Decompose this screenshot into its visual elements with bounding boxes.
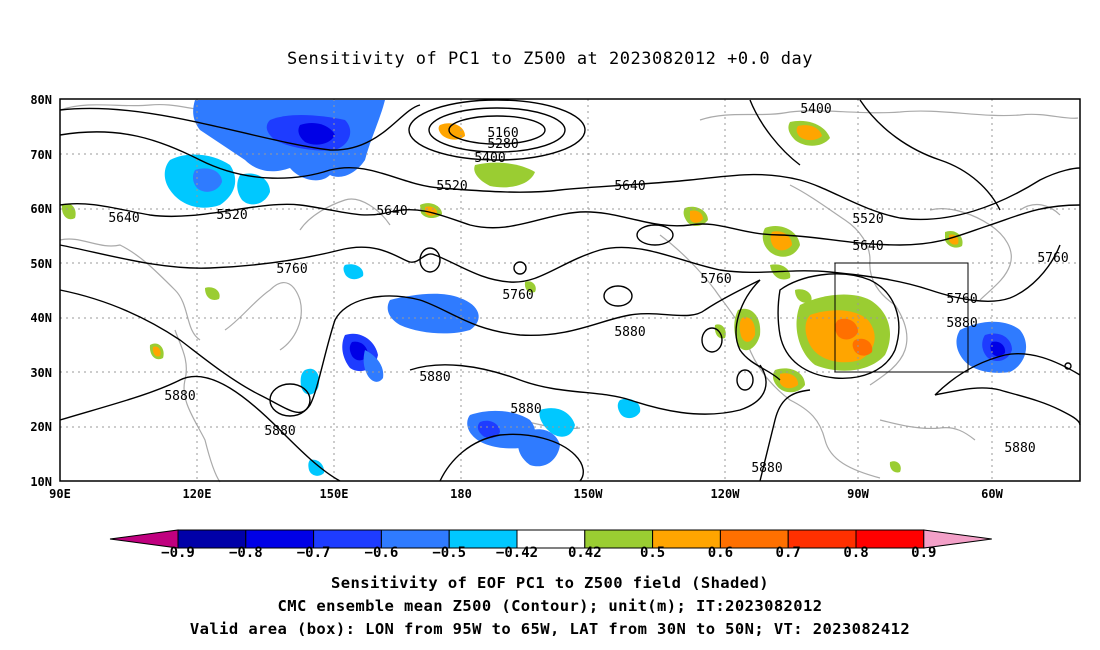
contour-label: 5880 — [510, 402, 541, 417]
shade-blob-negative — [617, 398, 641, 419]
shade-blob-positive — [835, 318, 858, 340]
contour-label: 5880 — [419, 370, 450, 385]
contour-label: 5280 — [487, 137, 518, 152]
colorbar-tick-label: −0.6 — [365, 545, 399, 561]
contour-label: 5400 — [474, 151, 505, 166]
lat-axis: 80N 70N 60N 50N 40N 30N 20N 10N — [30, 93, 52, 489]
colorbar-arrow-high — [923, 529, 992, 549]
shade-blob-positive — [780, 373, 799, 389]
shade-blob-negative — [990, 341, 1006, 357]
contour-label: 5880 — [1004, 441, 1035, 456]
shade-blob-positive — [739, 317, 756, 342]
lon-label: 90E — [49, 487, 71, 501]
lat-label: 10N — [30, 475, 52, 489]
contour-label: 5760 — [1037, 251, 1068, 266]
map-frame — [59, 98, 1081, 482]
lon-label: 150E — [320, 487, 349, 501]
shade-blob-positive — [152, 346, 161, 357]
contour-label: 5640 — [376, 204, 407, 219]
caption-line-2: CMC ensemble mean Z500 (Contour); unit(m… — [277, 597, 823, 615]
colorbar-tick-label: 0.6 — [708, 545, 733, 561]
contour-label: 5880 — [264, 424, 295, 439]
shade-blob-positive — [474, 162, 535, 188]
coastlines — [59, 103, 1079, 483]
colorbar — [109, 529, 992, 549]
contour-label: 5880 — [614, 325, 645, 340]
lon-label: 120W — [711, 487, 741, 501]
lat-label: 20N — [30, 420, 52, 434]
contour-label: 5760 — [946, 292, 977, 307]
shade-blob-positive — [524, 281, 536, 293]
lon-label: 150W — [574, 487, 604, 501]
gridlines — [60, 99, 1080, 481]
lat-label: 40N — [30, 311, 52, 325]
lat-label: 50N — [30, 257, 52, 271]
z500-contours — [59, 99, 1081, 482]
shade-blob-negative — [387, 293, 479, 334]
shade-blob-negative — [343, 264, 364, 280]
contour-label: 5640 — [852, 239, 883, 254]
lon-label: 60W — [981, 487, 1003, 501]
shade-blob-negative — [298, 123, 335, 145]
contour-label: 5880 — [946, 316, 977, 331]
colorbar-tick-label: −0.7 — [297, 545, 331, 561]
contour-label: 5520 — [216, 208, 247, 223]
colorbar-tick-label: 0.8 — [843, 545, 868, 561]
contour-label: 5760 — [502, 288, 533, 303]
shade-blob-positive — [61, 203, 76, 220]
shade-blob-negative — [192, 168, 222, 192]
colorbar-tick-label: 0.5 — [640, 545, 665, 561]
shade-blob-negative — [349, 341, 368, 361]
contour-label: 5640 — [614, 179, 645, 194]
colorbar-tick-label: −0.42 — [496, 545, 538, 561]
shade-blob-negative — [308, 459, 325, 476]
contour-label: 5160 — [487, 126, 518, 141]
colorbar-tick-label: −0.8 — [229, 545, 263, 561]
shade-blob-negative — [237, 173, 270, 205]
contour-label: 5520 — [436, 179, 467, 194]
lon-label: 180 — [450, 487, 472, 501]
shade-blob-negative — [477, 420, 500, 439]
contour-label: 5400 — [800, 102, 831, 117]
colorbar-tick-label: 0.42 — [568, 545, 602, 561]
contour-label: 5760 — [276, 262, 307, 277]
sensitivity-shading — [61, 100, 1027, 476]
colorbar-tick-label: −0.5 — [432, 545, 466, 561]
shade-blob-negative — [539, 408, 575, 437]
lat-label: 30N — [30, 366, 52, 380]
shade-blob-positive — [796, 125, 822, 141]
contour-label: 5640 — [108, 211, 139, 226]
colorbar-tick-label: 0.9 — [911, 545, 936, 561]
map-title: Sensitivity of PC1 to Z500 at 2023082012… — [286, 49, 813, 69]
colorbar-tick-label: −0.9 — [161, 545, 195, 561]
colorbar-labels: −0.9 −0.8 −0.7 −0.6 −0.5 −0.42 0.42 0.5 0.6 0.7 0.… — [161, 545, 936, 561]
shade-blob-positive — [714, 324, 726, 339]
lon-axis: 90E 120E 150E 180 150W 120W 90W 60W — [49, 487, 1003, 501]
colorbar-tick-label: 0.7 — [776, 545, 801, 561]
contour-label: 5880 — [164, 389, 195, 404]
lon-label: 90W — [847, 487, 869, 501]
shade-blob-positive — [770, 231, 792, 251]
shade-blob-positive — [690, 210, 703, 223]
caption-line-1: Sensitivity of EOF PC1 to Z500 field (Sh… — [331, 574, 769, 592]
shade-blob-positive — [438, 123, 465, 140]
lon-label: 120E — [183, 487, 212, 501]
shade-blob-negative — [518, 429, 560, 467]
shade-blob-negative — [300, 368, 320, 395]
caption-line-3: Valid area (box): LON from 95W to 65W, L… — [189, 620, 911, 638]
contour-label: 5880 — [751, 461, 782, 476]
contour-label: 5760 — [700, 272, 731, 287]
contour-labels: 5160 5280 5400 5520 5640 5760 5880 5400 … — [108, 102, 1068, 476]
shade-blob-positive — [205, 287, 220, 300]
lat-label: 60N — [30, 202, 52, 216]
lat-label: 80N — [30, 93, 52, 107]
shade-blob-positive — [889, 461, 901, 473]
lat-label: 70N — [30, 148, 52, 162]
shade-blob-positive — [795, 289, 812, 303]
shade-blob-negative — [363, 350, 384, 382]
contour-label: 5520 — [852, 212, 883, 227]
valid-area-box — [834, 262, 969, 373]
